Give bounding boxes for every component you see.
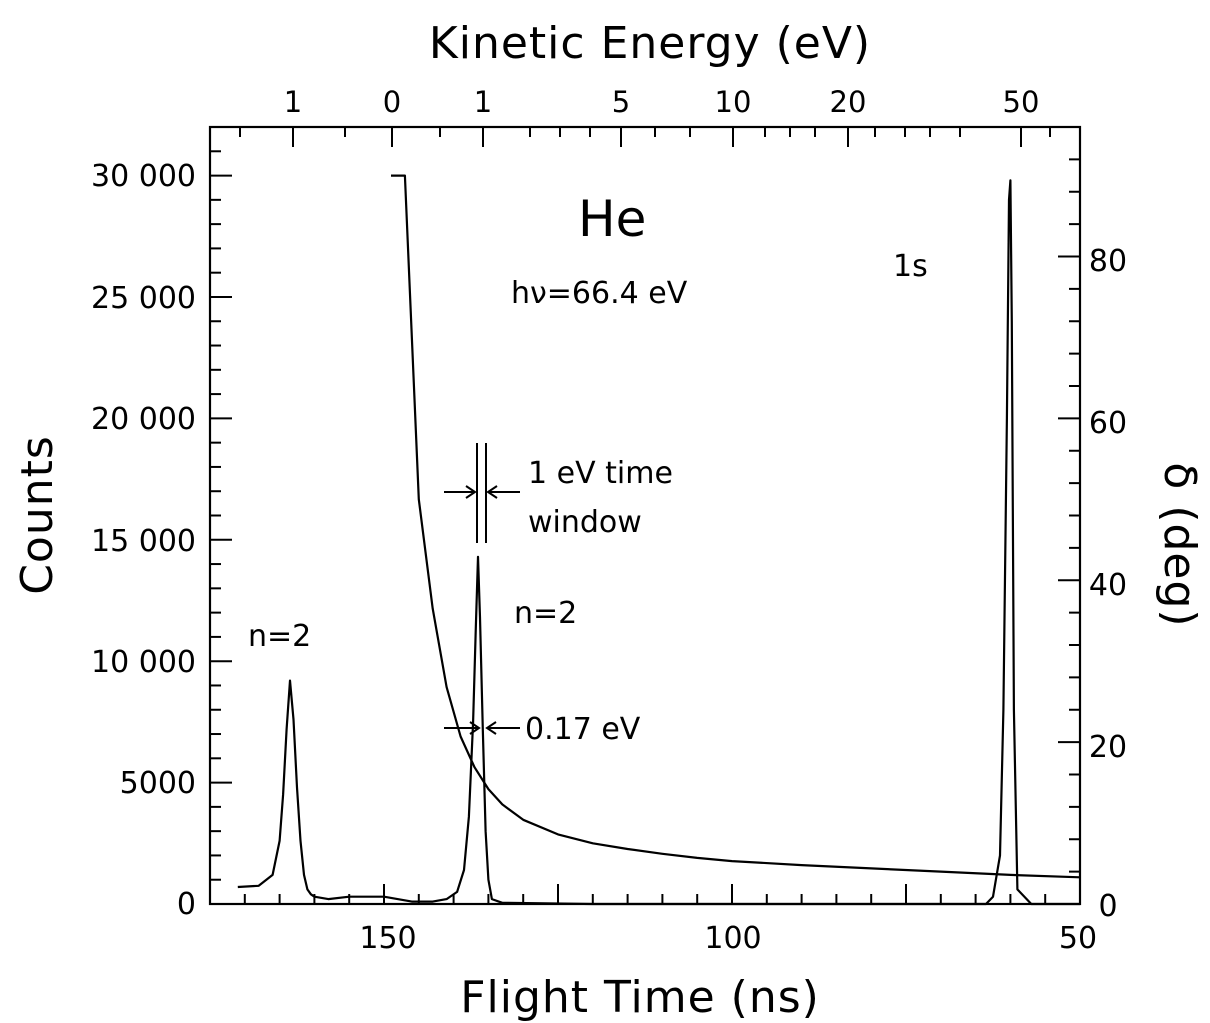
time-window-label-1: 1 eV time	[528, 456, 673, 491]
photon-energy-label: hν=66.4 eV	[511, 276, 688, 311]
resolution-marker	[444, 721, 520, 735]
x-axis-title: Flight Time (ns)	[460, 972, 820, 1023]
y-tick-label-10000: 10 000	[91, 645, 196, 680]
y2-tick-label-20: 20	[1089, 730, 1127, 765]
peak-label-n2-left: n=2	[248, 619, 311, 654]
y-tick-label-20000: 20 000	[91, 402, 196, 437]
y-tick-label-30000: 30 000	[91, 159, 196, 194]
x-tick-label-50: 50	[1059, 921, 1097, 956]
top-tick-label-10: 10	[715, 85, 752, 119]
y-tick-label-0: 0	[177, 887, 196, 922]
axis-ticks	[209, 126, 1081, 905]
y2-tick-label-0: 0	[1098, 889, 1117, 924]
peak-label-n2-center: n=2	[514, 596, 577, 631]
y2-axis-title: δ (deg)	[1154, 462, 1205, 627]
top-tick-label-0: 0	[383, 85, 401, 119]
top-tick-label-5: 5	[612, 85, 630, 119]
y-axis-title: Counts	[12, 435, 63, 595]
resolution-label: 0.17 eV	[525, 712, 641, 747]
peak-label-1s: 1s	[893, 249, 928, 284]
top-tick-label-20: 20	[830, 85, 867, 119]
time-window-label-2: window	[528, 505, 642, 540]
y-tick-label-25000: 25 000	[91, 281, 196, 316]
y-tick-label-15000: 15 000	[91, 524, 196, 559]
y-tick-label-5000: 5000	[120, 766, 196, 801]
x-tick-label-100: 100	[704, 921, 761, 956]
top-axis-title: Kinetic Energy (eV)	[429, 18, 871, 69]
element-label: He	[578, 190, 646, 248]
y2-tick-label-80: 80	[1089, 244, 1127, 279]
top-tick-label-1b: 1	[474, 85, 492, 119]
y2-tick-label-60: 60	[1089, 406, 1127, 441]
top-tick-label-50: 50	[1003, 85, 1040, 119]
top-tick-label-1a: 1	[284, 85, 302, 119]
delta-curve	[391, 174, 1081, 879]
x-tick-label-150: 150	[359, 921, 416, 956]
time-window-marker	[444, 443, 520, 543]
y2-tick-label-40: 40	[1089, 568, 1127, 603]
counts-curve	[237, 179, 1080, 906]
